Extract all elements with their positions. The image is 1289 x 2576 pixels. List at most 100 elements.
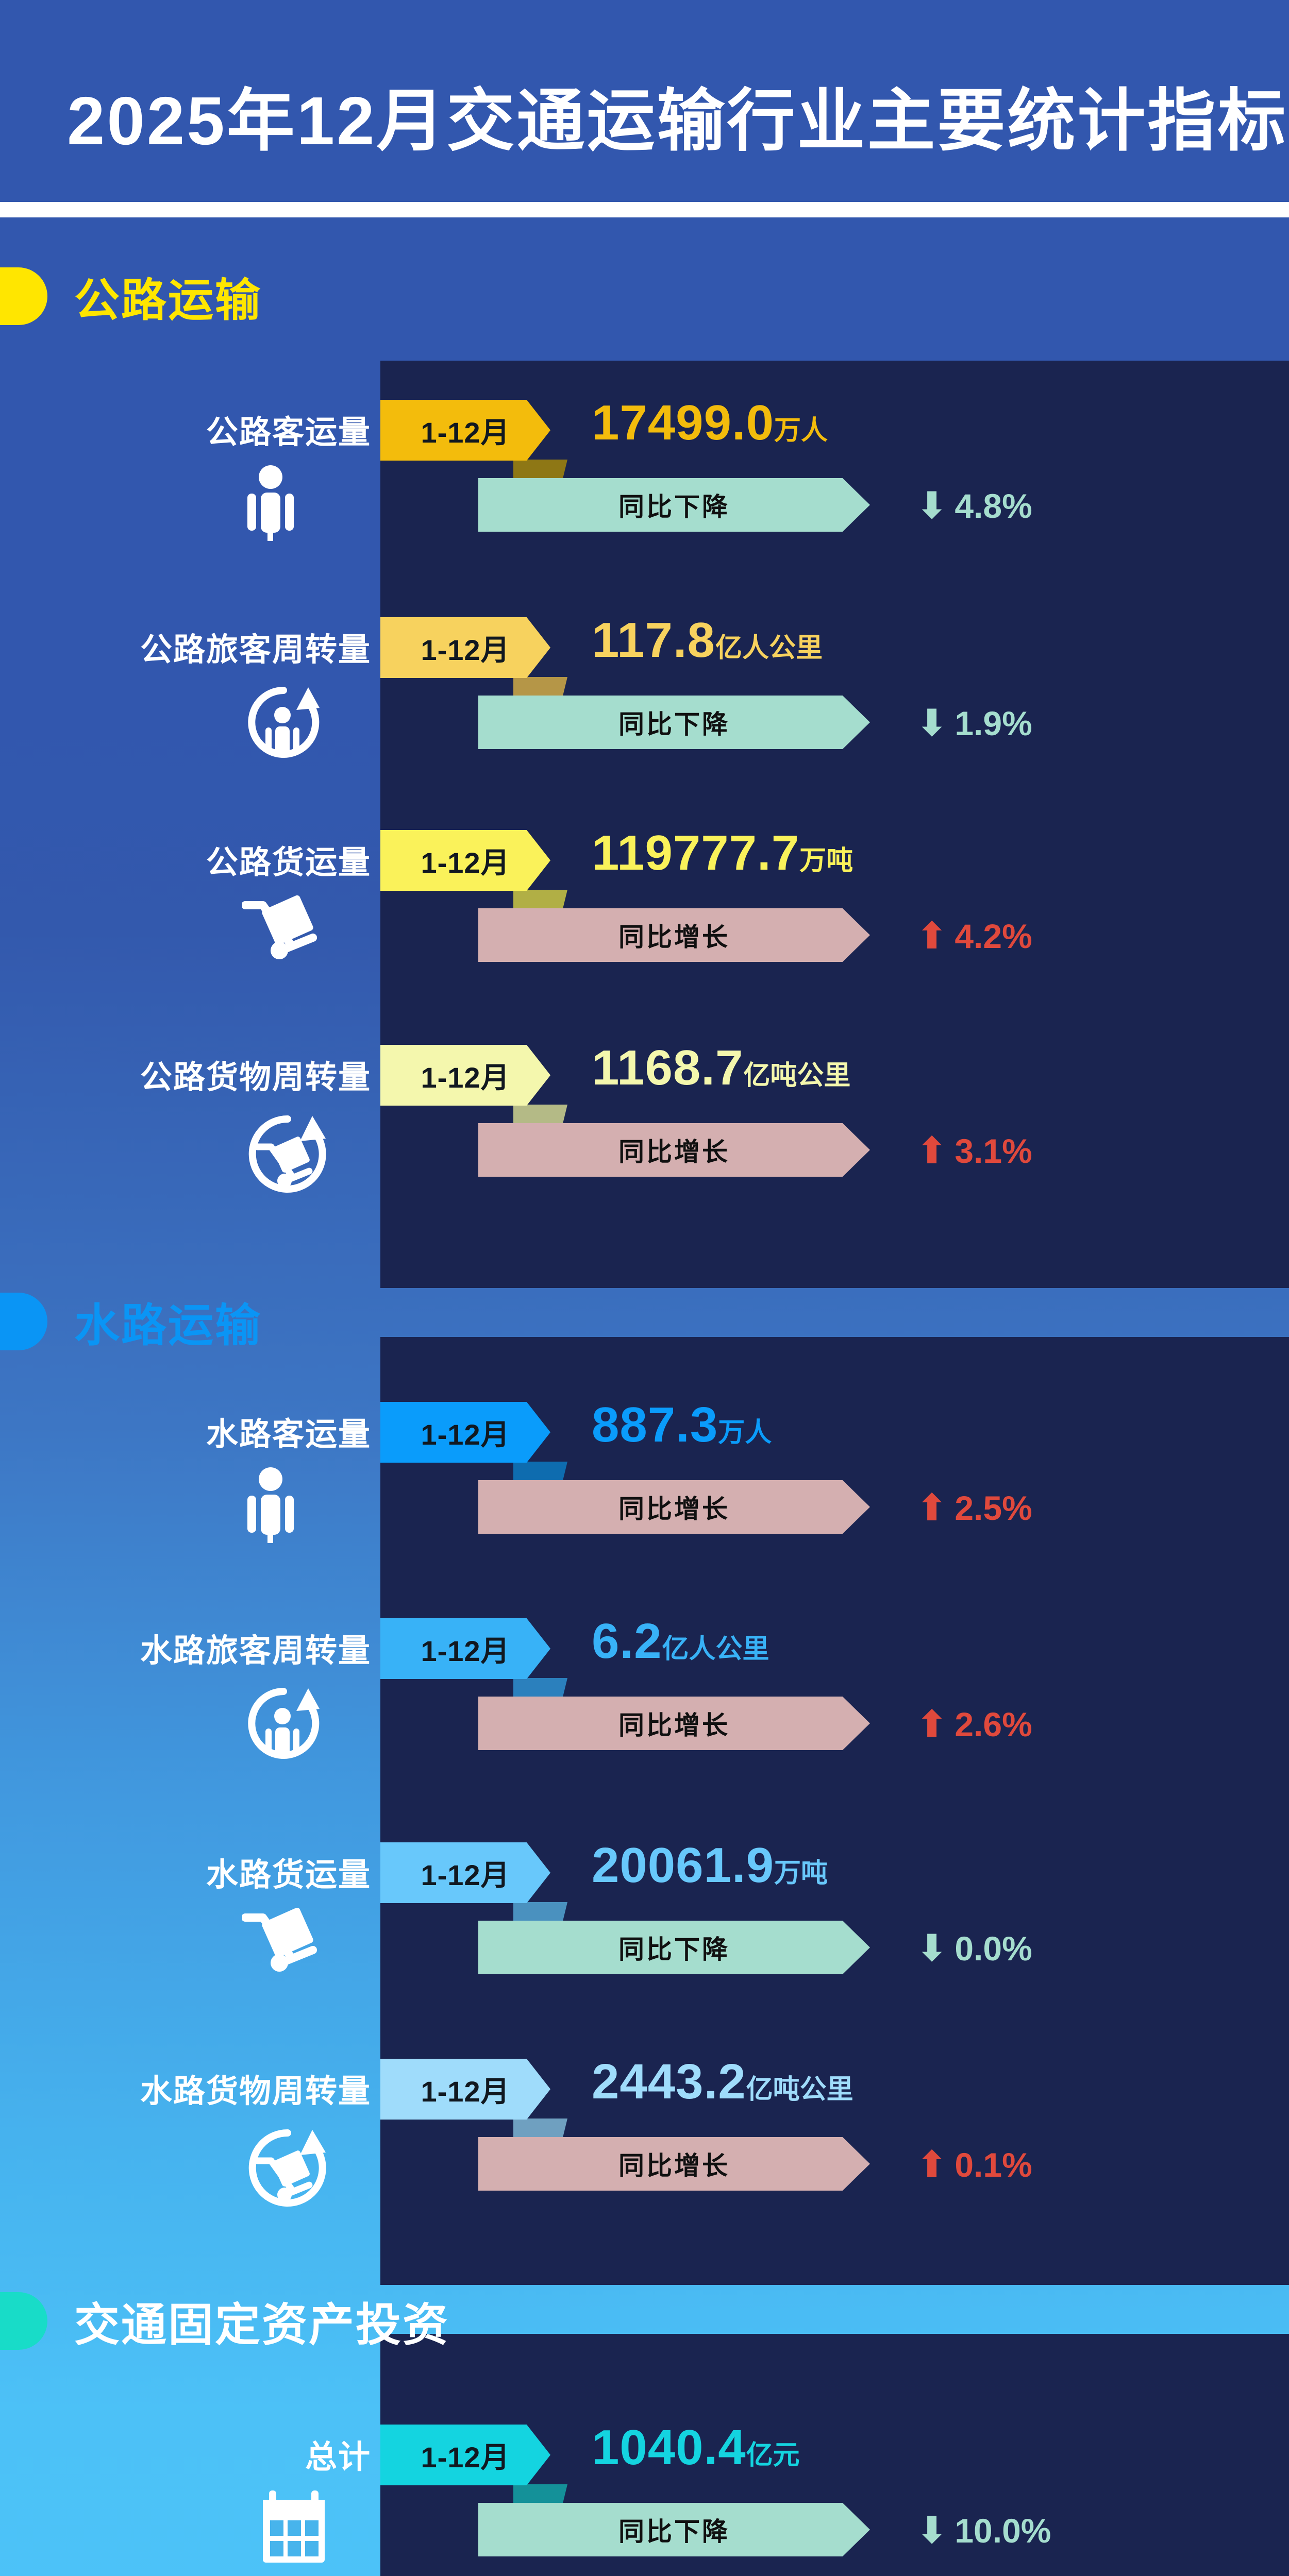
metric-row: 总计 1-12月 1040.4亿元同比下降 ⬇ 10.0% [0,2416,1289,2576]
section-tab-water-icon [0,1293,47,1350]
metric-row: 水路客运量 1-12月 887.3万人 同比增长 ⬆ 2.5% [0,1394,1289,1600]
metric-value-unit: 万吨 [799,846,853,876]
metric-label: 总计 [305,2439,371,2475]
change-percent: ⬆ 2.6% [916,1705,1032,1744]
period-tag-label: 1-12月 [421,846,510,879]
metric-value: 119777.7万吨 [592,825,853,882]
metric-value-unit: 亿元 [746,2441,800,2470]
period-tag: 1-12月 [380,2059,550,2120]
period-tag: 1-12月 [380,1842,550,1903]
header-banner: 2025年12月交通运输行业主要统计指标 [0,0,1289,217]
change-percent: ⬇ 4.8% [916,486,1032,526]
metric-label: 水路货物周转量 [140,2074,371,2109]
change-percent-value: 0.0% [955,1929,1032,1968]
period-tag-label: 1-12月 [421,1061,510,1094]
period-tag: 1-12月 [380,1618,550,1679]
change-percent: ⬆ 3.1% [916,1131,1032,1171]
change-percent-value: 2.5% [955,1489,1032,1527]
change-bar: 同比下降 [478,1921,870,1974]
change-bar: 同比增长 [478,1123,870,1177]
period-tag: 1-12月 [380,1045,550,1106]
change-bar: 同比增长 [478,1697,870,1750]
metric-value-unit: 亿吨公里 [743,1061,851,1091]
cargo-icon [242,1906,330,1973]
change-label: 同比增长 [618,2151,730,2180]
arrow-down-icon: ⬇ [916,1928,948,1969]
metric-row: 水路货物周转量 1-12月 2443.2亿吨公里 同比增长 ⬆ 0.1% [0,2050,1289,2257]
metric-row: 水路货运量 1-12月 20061.9万吨同比下降 ⬇ 0.0% [0,1834,1289,2040]
period-tag: 1-12月 [380,1402,550,1463]
metric-value-number: 17499.0 [592,395,775,450]
metric-row: 水路旅客周转量 1-12月 6.2亿人公里 同比增长 ⬆ 2.6% [0,1610,1289,1816]
period-tag-label: 1-12月 [421,1634,510,1667]
period-tag: 1-12月 [380,400,550,461]
metric-value-number: 1040.4 [592,2420,746,2475]
metric-label: 公路旅客周转量 [140,632,371,668]
change-label: 同比增长 [618,1138,730,1166]
change-percent: ⬇ 10.0% [916,2511,1051,2550]
header-divider [0,202,1289,217]
cargo-turnover-icon [242,2123,332,2213]
passenger-icon [242,464,299,541]
metric-value: 17499.0万人 [592,395,828,451]
arrow-up-icon: ⬆ [916,1487,948,1529]
section-tab-investment-icon [0,2292,47,2350]
change-percent-value: 0.1% [955,2146,1032,2184]
change-bar: 同比增长 [478,1480,870,1534]
change-bar: 同比增长 [478,908,870,962]
change-percent-value: 10.0% [955,2512,1051,2550]
metric-value-unit: 万人 [718,1418,772,1448]
arrow-up-icon: ⬆ [916,916,948,957]
passenger-turnover-icon [242,1682,325,1765]
metric-row: 公路客运量 1-12月 17499.0万人 同比下降 ⬇ 4.8% [0,392,1289,598]
period-tag-label: 1-12月 [421,2075,510,2108]
metric-value: 117.8亿人公里 [592,612,823,669]
change-percent-value: 4.2% [955,917,1032,955]
section-title-road: 公路运输 [74,274,262,326]
metric-row: 公路旅客周转量 1-12月 117.8亿人公里同比下降 ⬇ 1.9% [0,609,1289,815]
period-tag-label: 1-12月 [421,1418,510,1451]
arrow-down-icon: ⬇ [916,2510,948,2551]
metric-value-number: 119777.7 [592,825,800,880]
period-tag-label: 1-12月 [421,2441,510,2473]
change-label: 同比增长 [618,1495,730,1523]
period-tag-label: 1-12月 [421,633,510,666]
metric-value-unit: 亿人公里 [715,633,823,663]
change-percent-value: 4.8% [955,487,1032,525]
metric-row: 公路货物周转量 1-12月 1168.7亿吨公里 同比增长 ⬆ 3.1% [0,1037,1289,1243]
change-percent-value: 1.9% [955,704,1032,742]
cargo-turnover-icon [242,1109,332,1199]
change-label: 同比增长 [618,923,730,952]
change-percent: ⬇ 1.9% [916,704,1032,743]
metric-value: 1040.4亿元 [592,2419,800,2476]
change-percent: ⬆ 2.5% [916,1488,1032,1528]
metric-row: 公路货运量 1-12月 119777.7万吨同比增长 ⬆ 4.2% [0,822,1289,1028]
passenger-turnover-icon [242,681,325,764]
metric-value: 20061.9万吨 [592,1837,828,1894]
metric-label: 公路货运量 [206,845,371,880]
metric-value-unit: 亿人公里 [662,1634,769,1664]
change-label: 同比下降 [618,710,730,739]
change-label: 同比下降 [618,1935,730,1964]
metric-value-number: 887.3 [592,1397,718,1452]
cargo-icon [242,894,330,961]
metric-value-unit: 万人 [774,416,828,446]
section-title-investment: 交通固定资产投资 [74,2299,450,2350]
metric-value-number: 2443.2 [592,2054,746,2109]
metric-value: 2443.2亿吨公里 [592,2054,853,2110]
metric-value: 1168.7亿吨公里 [592,1040,850,1096]
period-tag-label: 1-12月 [421,1858,510,1891]
change-percent: ⬆ 4.2% [916,917,1032,956]
section-title-water: 水路运输 [74,1299,262,1351]
change-bar: 同比下降 [478,696,870,749]
metric-value-unit: 万吨 [774,1858,828,1888]
change-bar: 同比下降 [478,2503,870,2556]
metric-value-number: 1168.7 [592,1040,744,1095]
section-header-water: 水路运输 [0,1283,262,1360]
metric-label: 水路货运量 [206,1857,371,1893]
section-header-investment: 交通固定资产投资 [0,2282,449,2360]
metric-value-unit: 亿吨公里 [746,2075,853,2105]
change-percent-value: 3.1% [955,1132,1032,1170]
change-label: 同比下降 [618,493,730,521]
calendar-icon [258,2488,330,2566]
